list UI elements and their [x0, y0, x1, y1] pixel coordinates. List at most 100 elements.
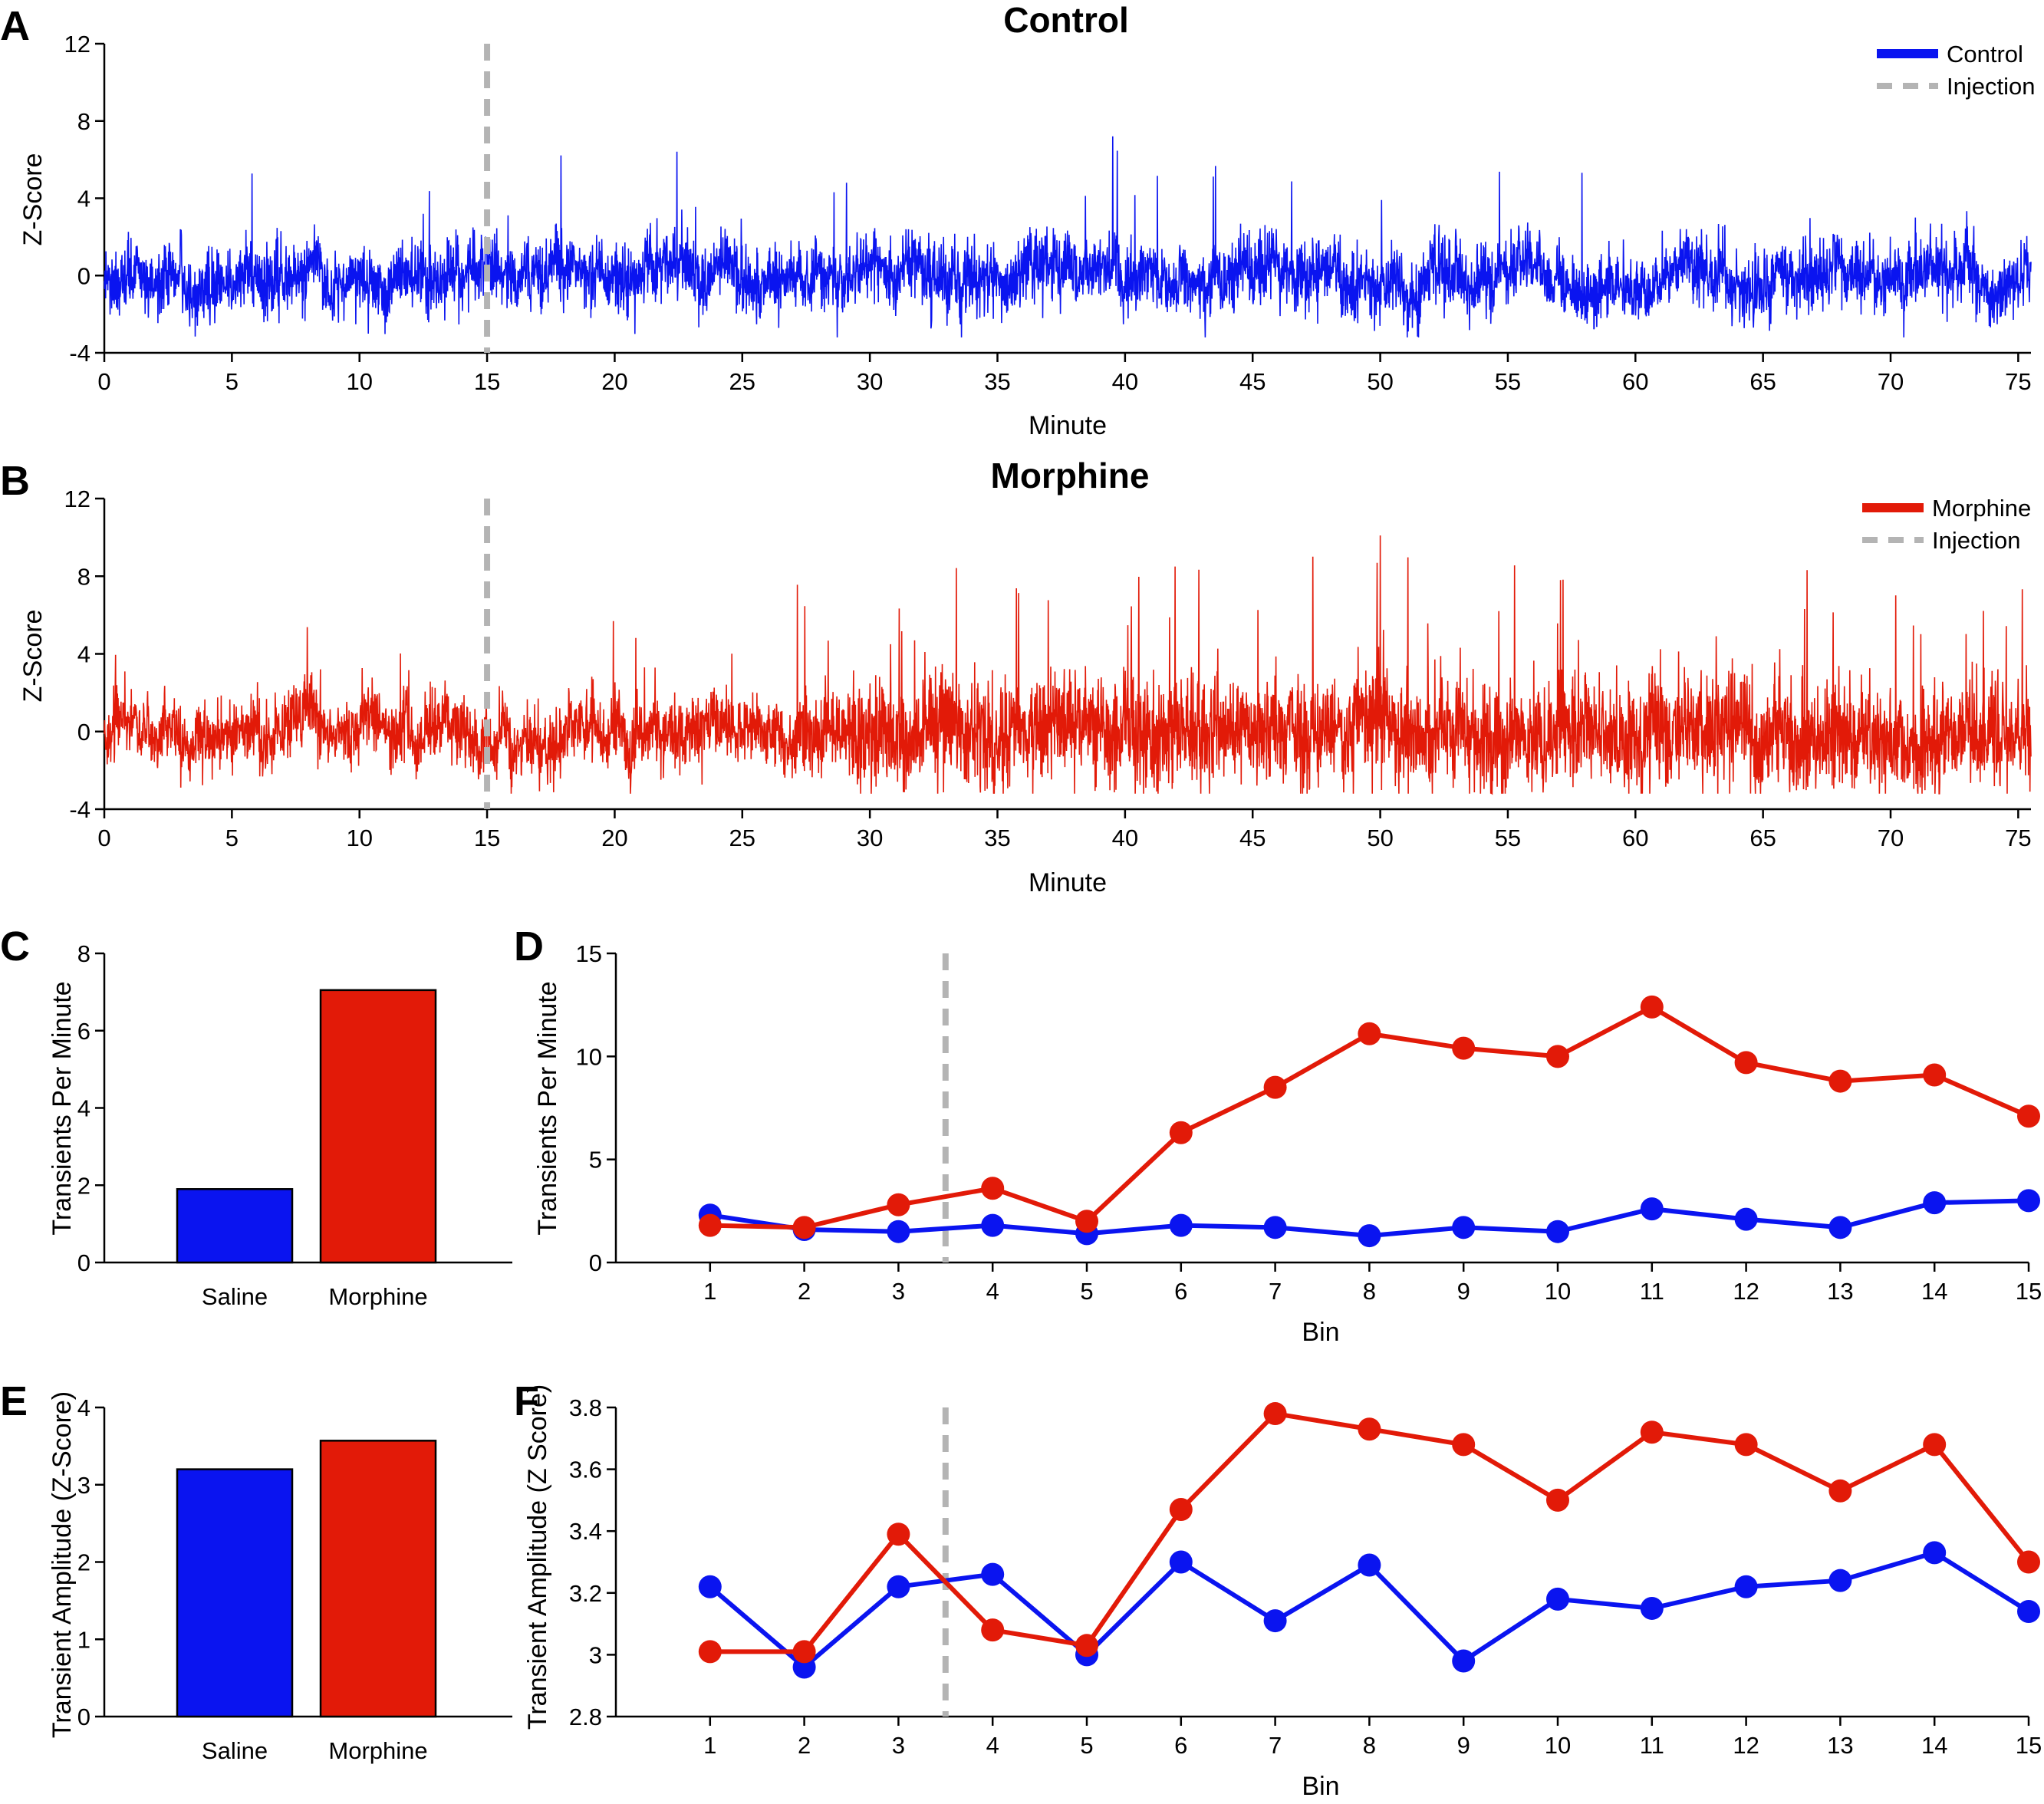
point-morphine: [2017, 1104, 2040, 1128]
x-tick-label: 25: [729, 825, 755, 851]
x-tick-label: 0: [97, 368, 110, 395]
point-saline: [1169, 1550, 1193, 1574]
x-tick-label: 5: [1080, 1732, 1093, 1759]
point-morphine: [1828, 1069, 1852, 1093]
x-tick-label: 5: [225, 825, 239, 851]
x-tick-label: 10: [1545, 1732, 1571, 1759]
x-tick-label: 30: [857, 825, 883, 851]
y-tick-label: 4: [77, 186, 91, 212]
point-saline: [1452, 1649, 1476, 1673]
x-tick-label: 9: [1457, 1732, 1470, 1759]
panel-b-xlabel: Minute: [1029, 868, 1107, 897]
x-tick-label: 65: [1749, 368, 1776, 395]
panel-label-e: E: [0, 1378, 28, 1424]
x-tick-label: 15: [474, 368, 500, 395]
x-tick-label: 15: [2016, 1278, 2042, 1305]
y-tick-label: 3.4: [569, 1518, 602, 1545]
y-tick-label: 0: [77, 1249, 91, 1276]
x-tick-label: 35: [984, 368, 1010, 395]
x-tick-label: 65: [1749, 825, 1776, 851]
point-saline: [1358, 1224, 1381, 1248]
point-saline: [1452, 1216, 1476, 1239]
x-tick-label: 3: [892, 1278, 905, 1305]
bar-morphine: [319, 989, 437, 1264]
y-tick-label: 8: [77, 563, 91, 590]
y-tick-label: 3: [589, 1641, 602, 1668]
y-tick-label: 0: [77, 719, 91, 746]
point-morphine: [1452, 1433, 1476, 1457]
legend-injection-label: Injection: [1932, 527, 2020, 554]
y-tick-label: 4: [77, 1095, 91, 1122]
point-morphine: [2017, 1550, 2040, 1574]
y-tick-label: -4: [69, 340, 91, 367]
point-morphine: [1452, 1036, 1476, 1060]
y-tick-label: 0: [77, 1704, 91, 1730]
x-tick-label: 75: [2005, 825, 2031, 851]
x-tick-label: 3: [892, 1732, 905, 1759]
point-morphine: [698, 1213, 722, 1237]
point-morphine: [1358, 1417, 1381, 1441]
point-morphine: [887, 1523, 910, 1546]
point-saline: [1546, 1587, 1569, 1611]
x-tick-label: 40: [1112, 825, 1138, 851]
point-morphine: [1169, 1497, 1193, 1521]
legend-injection-label: Injection: [1947, 73, 2035, 100]
y-tick-label: 2: [77, 1549, 91, 1576]
y-tick-label: 12: [64, 31, 91, 58]
panel-c-ylabel: Transients Per Minute: [48, 981, 77, 1235]
x-tick-label: 60: [1622, 825, 1648, 851]
point-saline: [698, 1575, 722, 1598]
panel-label-a: A: [0, 3, 30, 49]
x-tick-label: 60: [1622, 368, 1648, 395]
point-morphine: [1640, 1420, 1664, 1444]
x-tick-label: 7: [1269, 1278, 1282, 1305]
chart-panel-e: 0 1 2 3 4 Saline Morphine: [77, 1394, 512, 1764]
point-morphine: [698, 1640, 722, 1664]
point-morphine: [1546, 1045, 1569, 1068]
x-tick-label: Morphine: [328, 1737, 427, 1764]
point-saline: [981, 1213, 1005, 1237]
panel-f-xlabel: Bin: [1302, 1772, 1339, 1801]
point-morphine: [1923, 1063, 1947, 1087]
panel-f-ylabel: Transient Amplitude (Z Score): [523, 1384, 552, 1730]
x-tick-label: 10: [1545, 1278, 1571, 1305]
point-saline: [1923, 1541, 1947, 1565]
point-saline: [1734, 1575, 1758, 1598]
point-saline: [1263, 1609, 1287, 1633]
x-tick-label: 45: [1239, 368, 1266, 395]
x-tick-label: 12: [1733, 1278, 1759, 1305]
x-tick-label: 7: [1269, 1732, 1282, 1759]
y-tick-label: 0: [589, 1249, 602, 1276]
point-saline: [1734, 1207, 1758, 1231]
point-morphine: [887, 1193, 910, 1216]
panel-a-title: Control: [1003, 0, 1129, 40]
trace-series-control: [104, 136, 2032, 337]
point-saline: [1169, 1213, 1193, 1237]
panel-a-ylabel: Z-Score: [18, 153, 48, 246]
y-tick-label: 4: [77, 641, 91, 668]
y-tick-label: 6: [77, 1018, 91, 1045]
point-saline: [887, 1220, 910, 1243]
x-tick-label: 13: [1827, 1732, 1853, 1759]
y-tick-label: 15: [576, 940, 602, 967]
x-tick-label: 4: [986, 1732, 999, 1759]
x-tick-label: 12: [1733, 1732, 1759, 1759]
x-tick-label: 15: [474, 825, 500, 851]
x-tick-label: 30: [857, 368, 883, 395]
panel-label-c: C: [0, 923, 30, 969]
point-morphine: [1358, 1022, 1381, 1045]
point-morphine: [792, 1216, 816, 1239]
x-tick-label: 5: [1080, 1278, 1093, 1305]
panel-label-f: F: [514, 1378, 539, 1424]
panel-a-legend: Control Injection: [1877, 41, 2035, 100]
x-tick-label: Saline: [202, 1283, 268, 1310]
x-tick-label: 14: [1921, 1732, 1947, 1759]
x-tick-label: 20: [601, 368, 627, 395]
x-tick-label: 6: [1174, 1278, 1187, 1305]
x-tick-label: 45: [1239, 825, 1266, 851]
y-tick-label: 3.2: [569, 1580, 602, 1607]
x-tick-label: 1: [703, 1732, 716, 1759]
point-morphine: [1734, 1433, 1758, 1457]
